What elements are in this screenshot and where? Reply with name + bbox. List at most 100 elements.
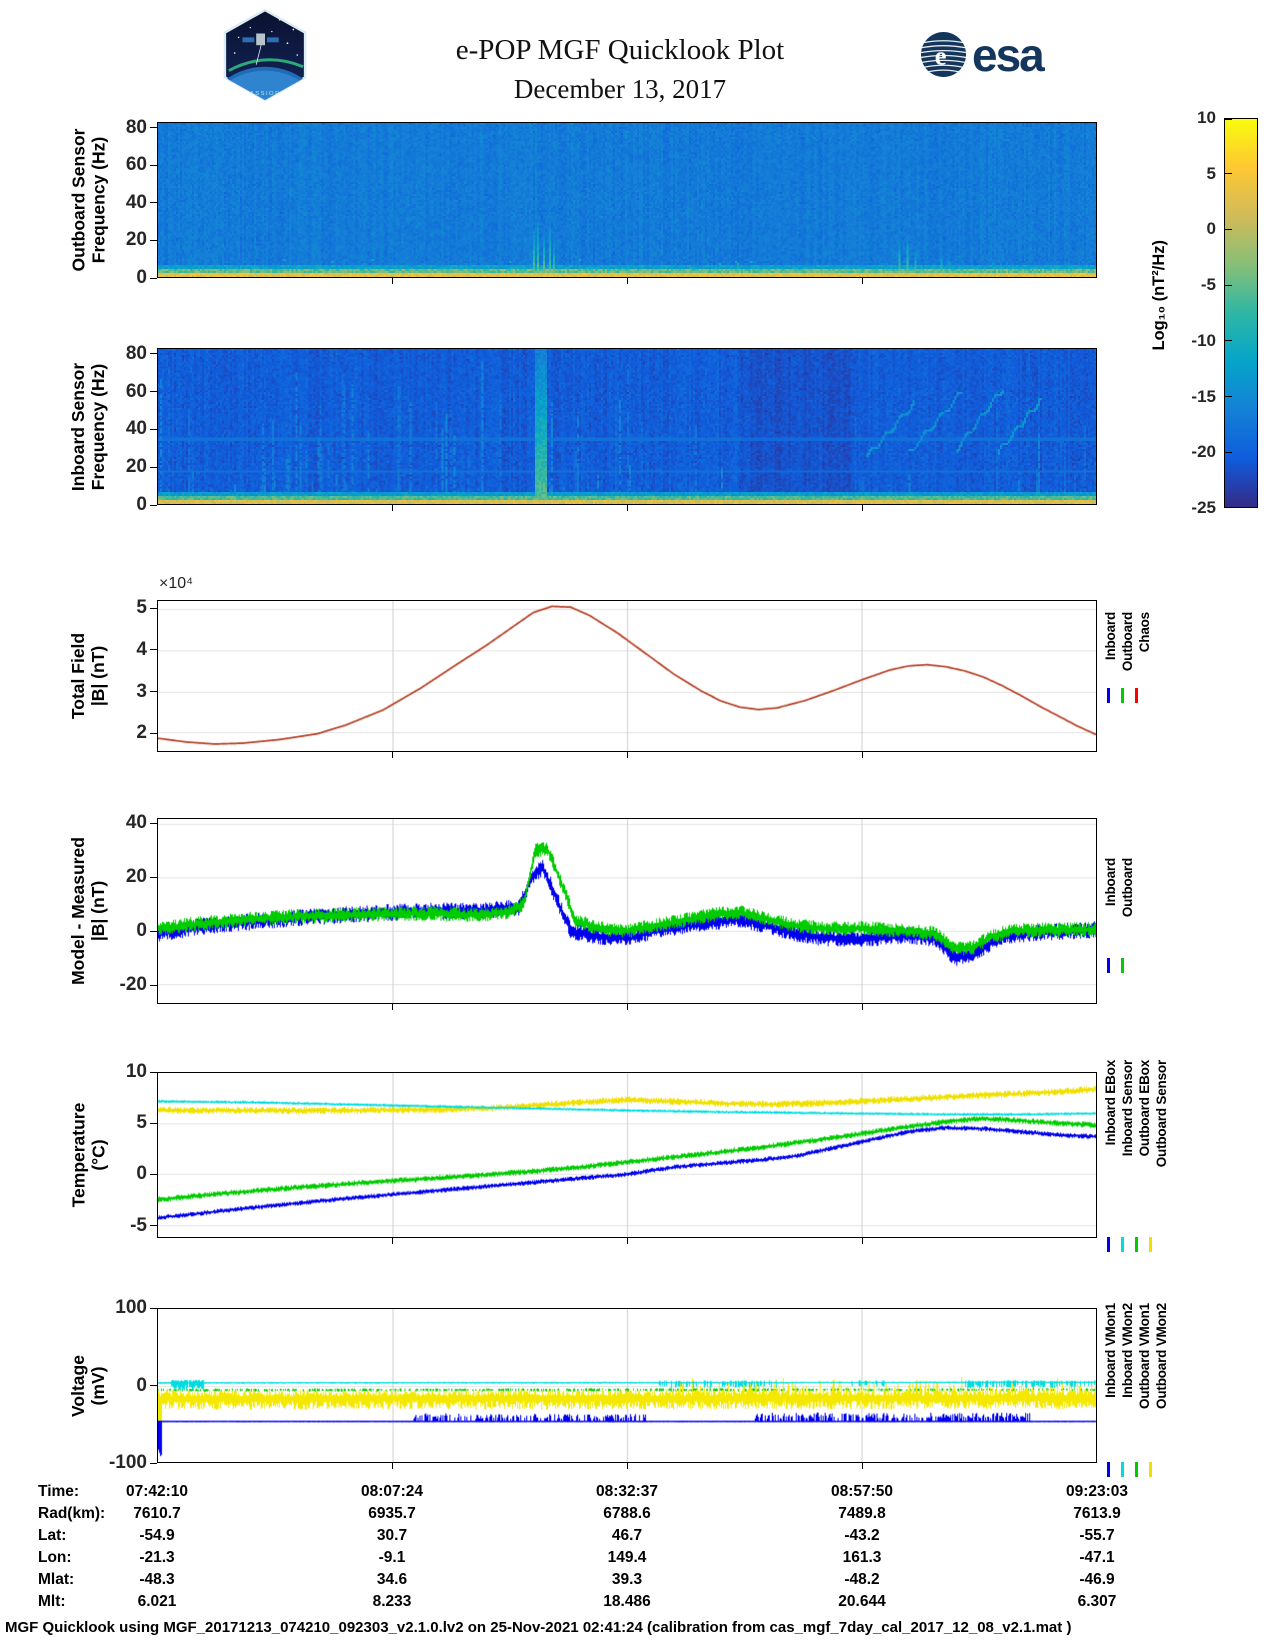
table-value: -47.1 (1079, 1549, 1115, 1566)
legend-color-key (1121, 958, 1124, 973)
ytick-label: -20 (119, 974, 147, 996)
y-tickmark (150, 127, 157, 129)
legend-label: Inboard VMon2 (1120, 1303, 1135, 1398)
table-row-label: Mlat: (38, 1571, 75, 1588)
table-value: 39.3 (611, 1571, 643, 1588)
ytick-label: 0 (136, 920, 147, 942)
colorbar-tick-label: 0 (1206, 219, 1216, 239)
y-tickmark (150, 391, 157, 392)
table-value: 7613.9 (1073, 1505, 1121, 1522)
table-value: 46.7 (611, 1527, 643, 1544)
legend-color-key (1135, 1237, 1138, 1252)
table-value: 149.4 (607, 1549, 647, 1566)
outboard_spectrogram-canvas (158, 123, 1096, 277)
x-tickmark (861, 1238, 863, 1244)
cassiope-mission-patch: CASSIOPE (221, 8, 309, 107)
table-value: 30.7 (376, 1527, 408, 1544)
table-row-label: Lon: (38, 1549, 72, 1566)
legend-model_minus_measured: Inboard Outboard (1102, 858, 1136, 917)
table-value: 08:57:50 (830, 1483, 894, 1500)
x-tickmark (861, 1004, 863, 1010)
ytick-label: 0 (136, 1163, 147, 1185)
y-tickmark (150, 353, 157, 355)
legend-label: Outboard (1120, 858, 1135, 918)
total_field-canvas (158, 601, 1096, 751)
y-tickmark (150, 876, 157, 878)
legend-color-key (1135, 688, 1138, 703)
esa-logo: e esa (920, 28, 1045, 81)
ytick-label: 5 (136, 1112, 147, 1134)
y-tickmark (150, 277, 157, 279)
ytick-label: 80 (125, 116, 147, 138)
ytick-label: 20 (125, 456, 147, 478)
table-value: 6788.6 (603, 1505, 651, 1522)
x-tickmark (391, 1463, 393, 1469)
ytick-label: 40 (125, 812, 147, 834)
legend-color-key (1121, 1462, 1124, 1477)
table-value: 08:32:37 (595, 1483, 659, 1500)
page-date: December 13, 2017 (513, 74, 727, 104)
y-tickmark (150, 1225, 157, 1227)
x-tickmark (626, 1004, 628, 1010)
x-tickmark (391, 1004, 393, 1010)
legend-label: Inboard VMon1 (1103, 1303, 1118, 1398)
x-tickmark (626, 278, 628, 284)
x-tickmark (861, 752, 863, 758)
y-tickmark (150, 428, 157, 430)
colorbar-tickmark (1225, 396, 1232, 398)
colorbar-tick-label: 10 (1197, 108, 1216, 127)
legend-color-keys (1107, 958, 1124, 973)
legend-label: Outboard VMon1 (1137, 1303, 1152, 1409)
colorbar-tickmark (1225, 451, 1232, 453)
y-tickmark (150, 607, 157, 609)
x-tickmark (391, 505, 393, 511)
page-title: e-POP MGF Quicklook Plot (455, 34, 785, 66)
legend-color-key (1107, 958, 1110, 973)
legend-label: Outboard Sensor (1154, 1060, 1169, 1168)
x-tickmark (861, 278, 863, 284)
table-value: -54.9 (139, 1527, 175, 1544)
esa-wordmark: esa (972, 28, 1045, 81)
ytick-label: 4 (136, 638, 147, 660)
colorbar-label: Log₁₀ (nT²/Hz) (1150, 240, 1168, 351)
table-value: 18.486 (603, 1593, 651, 1610)
table-value: 8.233 (372, 1593, 412, 1610)
table-value: 6.021 (137, 1593, 177, 1610)
colorbar-tick-label: -20 (1191, 442, 1216, 462)
patch-label: CASSIOPE (244, 91, 286, 97)
x-tickmark (391, 752, 393, 758)
table-value: -48.2 (844, 1571, 880, 1588)
satellite-icon (256, 33, 265, 46)
y-tickmark (150, 930, 157, 932)
ytick-label: 40 (125, 191, 147, 213)
ylabel-model_minus_measured: Model - Measured |B| (nT) (28, 818, 148, 1004)
legend-color-key (1107, 1237, 1110, 1252)
ytick-label: 100 (115, 1297, 147, 1318)
legend-color-keys (1107, 1237, 1152, 1252)
ylabel-temperature: Temperature (°C) (28, 1072, 148, 1238)
legend-color-key (1107, 1462, 1110, 1477)
x-tickmark (626, 1463, 628, 1469)
legend-label: Inboard EBox (1103, 1060, 1118, 1146)
table-value: 7610.7 (133, 1505, 181, 1522)
x-tickmark (861, 1463, 863, 1469)
y-tickmark (150, 202, 157, 204)
inboard_spectrogram-canvas (158, 349, 1096, 504)
ytick-label: 20 (125, 229, 147, 251)
ytick-label: 0 (136, 494, 147, 515)
table-row-label: Time: (38, 1483, 80, 1500)
y-tickmark (150, 649, 157, 651)
ylabel-total_field: Total Field |B| (nT) (28, 600, 148, 752)
x-tickmark (391, 1238, 393, 1244)
panel-inboard_spectrogram (157, 348, 1097, 505)
y-tickmark (150, 984, 157, 986)
table-value: 7489.8 (838, 1505, 886, 1522)
ytick-label: 0 (136, 267, 147, 288)
temperature-canvas (158, 1073, 1096, 1237)
ytick-label: -5 (130, 1214, 147, 1236)
ytick-label: 40 (125, 418, 147, 440)
ylabel-text: Total Field |B| (nT) (67, 632, 108, 720)
colorbar-tickmark (1225, 506, 1232, 508)
voltage-canvas (158, 1309, 1096, 1462)
